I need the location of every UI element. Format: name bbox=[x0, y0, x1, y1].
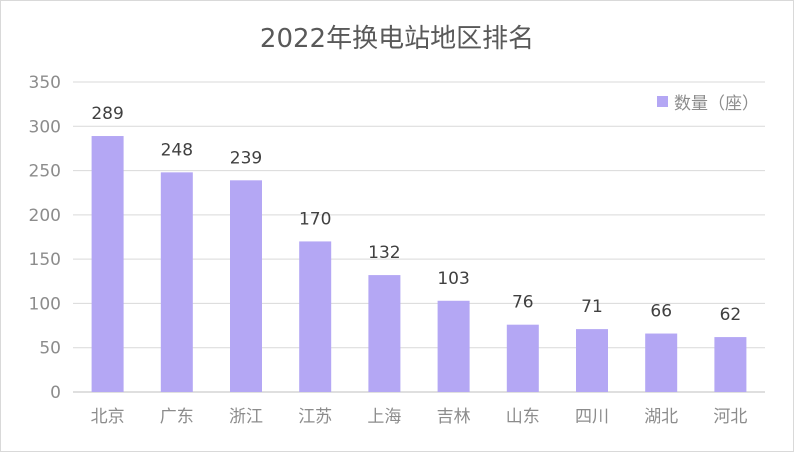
bars bbox=[91, 136, 747, 392]
data-label: 289 bbox=[91, 104, 123, 124]
x-tick-label: 吉林 bbox=[437, 407, 471, 427]
bar bbox=[368, 275, 401, 392]
x-axis-ticks: 北京 广东 浙江 江苏 上海 吉林 山东 四川 湖北 河北 bbox=[91, 407, 748, 427]
x-tick-label: 河北 bbox=[713, 407, 747, 427]
data-label: 62 bbox=[720, 305, 742, 325]
bar bbox=[437, 300, 470, 392]
bar bbox=[576, 329, 608, 392]
x-tick-label: 广东 bbox=[160, 407, 194, 427]
bar bbox=[714, 337, 747, 392]
legend-label: 数量（座） bbox=[674, 94, 759, 114]
data-label: 132 bbox=[368, 243, 400, 263]
bar bbox=[645, 333, 678, 392]
y-tick-label: 200 bbox=[29, 206, 61, 226]
y-tick-label: 300 bbox=[29, 117, 61, 137]
y-tick-label: 350 bbox=[29, 73, 61, 93]
legend-swatch bbox=[657, 96, 668, 107]
data-label: 76 bbox=[512, 293, 534, 313]
bar bbox=[230, 180, 262, 392]
x-tick-label: 山东 bbox=[506, 407, 540, 427]
y-axis-ticks: 0 50 100 150 200 250 300 350 bbox=[29, 73, 61, 403]
x-tick-label: 湖北 bbox=[644, 407, 678, 427]
data-label: 66 bbox=[650, 302, 672, 322]
data-label: 170 bbox=[299, 209, 331, 229]
x-tick-label: 四川 bbox=[575, 407, 609, 427]
x-tick-label: 浙江 bbox=[229, 407, 263, 427]
legend: 数量（座） bbox=[657, 94, 759, 114]
y-tick-label: 0 bbox=[50, 383, 61, 403]
bar bbox=[160, 172, 193, 392]
data-label: 239 bbox=[230, 148, 262, 168]
chart-title: 2022年换电站地区排名 bbox=[260, 24, 534, 54]
data-label: 103 bbox=[437, 269, 469, 289]
data-label: 248 bbox=[161, 140, 193, 160]
data-labels: 289 248 239 170 132 103 76 71 66 62 bbox=[91, 104, 741, 325]
y-tick-label: 50 bbox=[39, 339, 61, 359]
bar bbox=[91, 136, 124, 392]
x-tick-label: 北京 bbox=[91, 407, 125, 427]
data-label: 71 bbox=[581, 297, 603, 317]
y-tick-label: 250 bbox=[29, 162, 61, 182]
x-tick-label: 江苏 bbox=[298, 407, 332, 427]
y-tick-label: 100 bbox=[29, 294, 61, 314]
y-tick-label: 150 bbox=[29, 250, 61, 270]
bar bbox=[506, 324, 539, 392]
bar bbox=[299, 241, 332, 392]
x-tick-label: 上海 bbox=[367, 407, 401, 427]
